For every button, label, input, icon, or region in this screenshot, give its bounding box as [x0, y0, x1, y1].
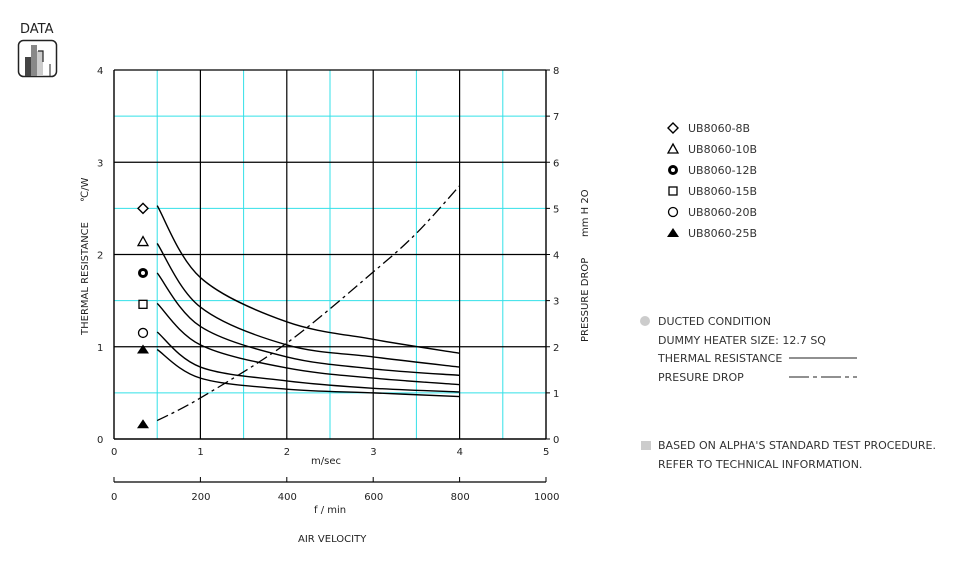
x2-tick-label: 800: [451, 492, 470, 503]
x2-tick-label: 600: [364, 492, 383, 503]
note-heater: DUMMY HEATER SIZE: 12.7 SQ: [658, 334, 826, 347]
y-left-title: THERMAL RESISTANCE: [80, 222, 91, 336]
y-left-tick-label: 0: [97, 435, 103, 446]
legend-marker-triangle-filled: [667, 228, 679, 237]
series-marker-square-open: [138, 299, 148, 309]
y-left-tick-label: 1: [97, 343, 103, 354]
data-badge-label: DATA: [20, 22, 54, 37]
thermal-resistance-line: [156, 272, 460, 377]
x-tick-label: 1: [197, 447, 203, 458]
x-tick-label: 0: [111, 447, 117, 458]
series-marker-diamond-open: [137, 202, 149, 215]
y-right-tick-label: 7: [553, 112, 559, 123]
legend-marker-diamond-open: [667, 122, 679, 134]
y-right-tick-label: 4: [553, 251, 559, 262]
thermal-resistance-line: [156, 302, 460, 386]
y-left-tick-label: 2: [97, 251, 103, 262]
legend-label: UB8060-12B: [688, 164, 757, 177]
legend: UB8060-8B UB8060-10B UB8060-12B UB8060-15B U…: [666, 122, 757, 240]
thermal-resistance-line: [156, 205, 460, 354]
legend-label: UB8060-20B: [688, 206, 757, 219]
x2-tick-label: 400: [278, 492, 297, 503]
y-right-title: PRESSURE DROP: [580, 258, 591, 342]
legend-marker-circle-open: [667, 206, 679, 218]
series-marker-circle-open: [137, 327, 149, 339]
series-marker-triangle-open: [136, 235, 150, 247]
y-left-unit: ℃/W: [80, 177, 91, 202]
y-right-tick-label: 0: [553, 435, 559, 446]
legend-label: UB8060-8B: [688, 122, 750, 135]
y-right-tick-label: 3: [553, 297, 559, 308]
series-marker-triangle-filled: [137, 344, 149, 354]
x-tick-label: 3: [370, 447, 376, 458]
y-right-tick-label: 8: [553, 66, 559, 77]
x-tick-label: 2: [284, 447, 290, 458]
x-unit-secondary: f / min: [314, 505, 346, 516]
square-bullet-icon: [641, 441, 651, 450]
thermal-resistance-line: [156, 243, 460, 368]
pressure-drop-line: [156, 185, 461, 422]
pressure-marker-triangle-filled: [137, 419, 149, 429]
x-tick-label: 4: [457, 447, 463, 458]
y-right-tick-label: 1: [553, 389, 559, 400]
legend-label: UB8060-25B: [688, 227, 757, 240]
grid: [114, 70, 546, 439]
y-right-tick-label: 5: [553, 204, 559, 215]
x-unit-primary: m/sec: [311, 456, 341, 467]
x-tick-label: 5: [543, 447, 549, 458]
y-left-tick-label: 3: [97, 158, 103, 169]
thermal-resistance-line: [156, 348, 460, 398]
series-markers: [136, 202, 150, 429]
legend-marker-triangle-open: [666, 142, 680, 154]
bar-chart-icon: [17, 39, 58, 78]
y-left-tick-label: 4: [97, 66, 103, 77]
note-refer: REFER TO TECHNICAL INFORMATION.: [658, 458, 862, 471]
series-marker-bullseye: [138, 267, 148, 278]
note-pressure: PRESURE DROP: [658, 371, 744, 384]
y-right-tick-label: 2: [553, 343, 559, 354]
y-right-unit: mm H 2O: [580, 189, 591, 237]
note-procedure: BASED ON ALPHA'S STANDARD TEST PROCEDURE…: [658, 439, 936, 452]
note-thermal: THERMAL RESISTANCE: [657, 352, 782, 365]
legend-label: UB8060-15B: [688, 185, 757, 198]
thermal-resistance-line: [156, 331, 460, 393]
x2-tick-label: 1000: [534, 492, 559, 503]
series-lines: [156, 185, 461, 422]
legend-marker-bullseye: [668, 165, 678, 175]
y-right-tick-label: 6: [553, 158, 559, 169]
legend-label: UB8060-10B: [688, 143, 757, 156]
x-axis-title: AIR VELOCITY: [298, 534, 367, 545]
note-condition: DUCTED CONDITION: [658, 315, 771, 328]
bullet-icon: [640, 316, 650, 326]
x2-tick-label: 0: [111, 492, 117, 503]
x2-tick-label: 200: [191, 492, 210, 503]
notes: DUCTED CONDITION DUMMY HEATER SIZE: 12.7…: [640, 315, 936, 471]
legend-marker-square-open: [668, 186, 678, 196]
